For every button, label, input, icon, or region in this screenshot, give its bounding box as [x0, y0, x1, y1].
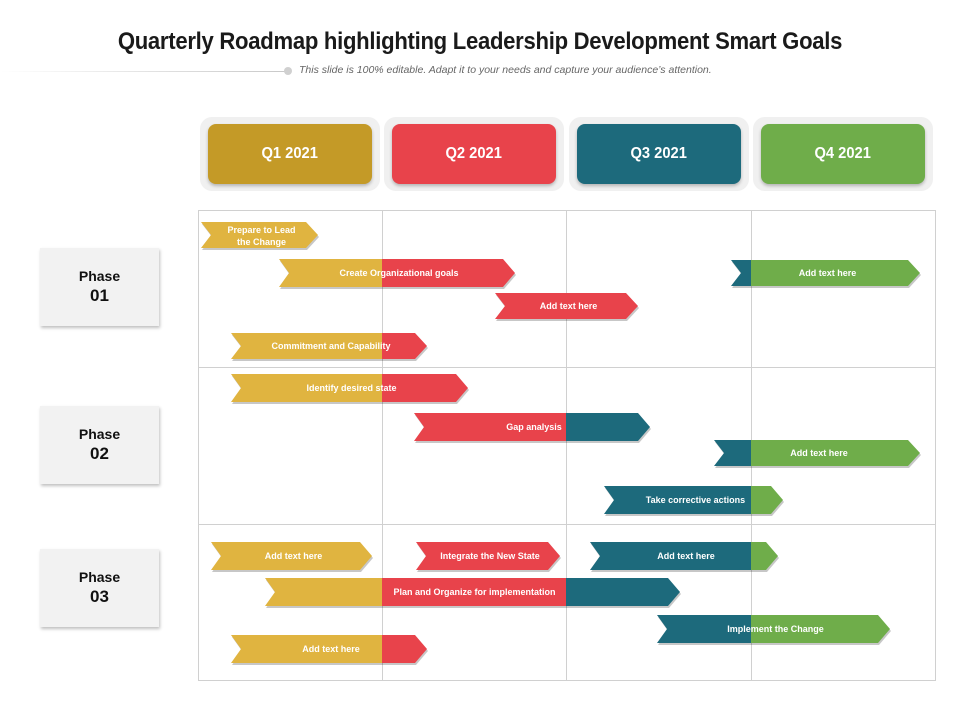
task-arrow-segment — [566, 578, 680, 606]
task-arrow: Prepare to Lead the Change — [201, 222, 319, 250]
phase-number: 02 — [90, 444, 109, 463]
task-label: Add text here — [790, 448, 848, 458]
quarter-box-q2: Q2 2021 — [392, 124, 556, 184]
task-arrow-segment — [231, 333, 383, 359]
task-arrow-segment — [231, 635, 383, 663]
task-arrow: Add text here — [714, 440, 921, 468]
task-label: Add text here — [657, 551, 715, 561]
task-arrow-segment — [416, 542, 560, 570]
task-label: Commitment and Capability — [271, 341, 390, 351]
task-arrow-segment — [382, 578, 567, 606]
task-label: Plan and Organize for implementation — [393, 587, 555, 597]
task-arrow-segment — [265, 578, 383, 606]
task-arrow-segment — [495, 293, 638, 319]
phase-box-01: Phase 01 — [40, 248, 159, 326]
task-label: Integrate the New State — [440, 551, 540, 561]
slide-title: Quarterly Roadmap highlighting Leadershi… — [117, 28, 843, 55]
task-arrow-segment — [714, 440, 752, 466]
phase-number: 01 — [90, 286, 109, 305]
task-arrow: Take corrective actions — [604, 486, 784, 516]
task-arrow-segment — [231, 374, 383, 402]
quarter-header-q1: Q1 2021 — [200, 117, 380, 191]
task-arrow: Plan and Organize for implementation — [265, 578, 681, 608]
task-arrow-segment — [751, 542, 778, 570]
task-label: Create Organizational goals — [339, 268, 458, 278]
task-label: Implement the Change — [727, 624, 824, 634]
grid-divider-q1-q2 — [382, 210, 383, 681]
subtitle-divider — [0, 71, 288, 72]
phase-label: Phase — [78, 569, 121, 585]
task-arrow-segment — [751, 260, 920, 286]
task-arrow: Add text here — [731, 260, 921, 288]
task-label: Gap analysis — [506, 422, 562, 432]
task-label: Add text here — [799, 268, 857, 278]
task-arrow-segment — [414, 413, 567, 441]
task-arrow-segment — [279, 259, 383, 287]
task-arrow: Gap analysis — [414, 413, 651, 443]
task-arrow: Integrate the New State — [416, 542, 561, 572]
task-arrow: Commitment and Capability — [231, 333, 428, 361]
task-arrow-segment — [657, 615, 752, 643]
task-arrow-segment — [751, 440, 920, 466]
quarter-header-q4: Q4 2021 — [753, 117, 933, 191]
grid-divider-q2-q3 — [566, 210, 567, 681]
quarter-label: Q1 2021 — [261, 145, 319, 162]
quarter-box-q1: Q1 2021 — [208, 124, 372, 184]
task-arrow-segment — [566, 413, 650, 441]
task-label: Take corrective actions — [646, 495, 745, 505]
grid-divider-phase2-3 — [198, 524, 936, 525]
task-arrow-segment — [382, 259, 515, 287]
quarter-header-q3: Q3 2021 — [569, 117, 749, 191]
phase-label: Phase — [78, 268, 121, 284]
grid-divider-phase1-2 — [198, 367, 936, 368]
quarter-label: Q3 2021 — [630, 145, 688, 162]
task-label: Add text here — [540, 301, 598, 311]
task-arrow: Add text here — [495, 293, 639, 321]
task-label: Add text here — [302, 644, 360, 654]
task-arrow: Add text here — [231, 635, 428, 665]
phase-number: 03 — [90, 587, 109, 606]
phase-box-03: Phase 03 — [40, 549, 159, 627]
task-arrow-segment — [751, 615, 890, 643]
task-arrow: Implement the Change — [657, 615, 891, 645]
task-arrow-segment — [211, 542, 372, 570]
phase-label: Phase — [78, 426, 121, 442]
task-arrow-segment — [382, 374, 468, 402]
task-arrow-segment — [751, 486, 783, 514]
subtitle-dot — [284, 67, 292, 75]
phase-box-02: Phase 02 — [40, 406, 159, 484]
quarter-header-q2: Q2 2021 — [384, 117, 564, 191]
quarter-label: Q2 2021 — [445, 145, 503, 162]
task-arrow: Add text here — [211, 542, 373, 572]
task-label: Identify desired state — [306, 383, 396, 393]
task-arrow-segment — [731, 260, 752, 286]
task-label: Add text here — [265, 551, 323, 561]
task-arrow-segment — [382, 635, 427, 663]
quarter-box-q3: Q3 2021 — [577, 124, 741, 184]
task-label: Prepare to Lead the Change — [227, 225, 295, 247]
task-arrow: Create Organizational goals — [279, 259, 516, 289]
task-arrow-segment — [604, 486, 752, 514]
task-arrow: Add text here — [590, 542, 779, 572]
task-arrow: Identify desired state — [231, 374, 469, 404]
roadmap-grid — [198, 210, 936, 681]
quarter-label: Q4 2021 — [814, 145, 872, 162]
quarter-box-q4: Q4 2021 — [761, 124, 925, 184]
task-arrow-segment — [201, 222, 318, 248]
task-arrow-segment — [590, 542, 752, 570]
slide-subtitle: This slide is 100% editable. Adapt it to… — [299, 64, 712, 76]
